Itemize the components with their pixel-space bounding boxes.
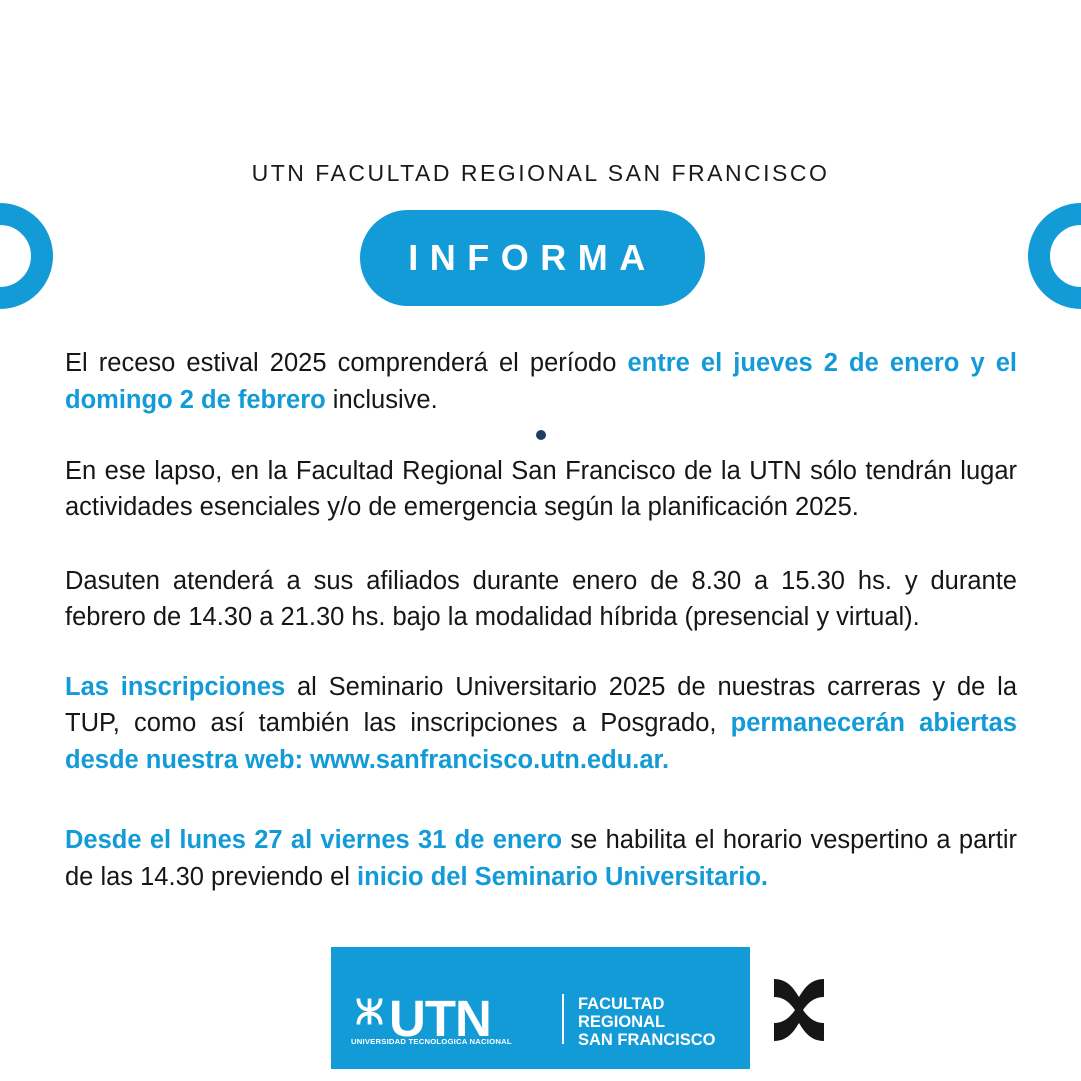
svg-text:REGIONAL: REGIONAL <box>578 1013 665 1031</box>
svg-text:UNIVERSIDAD TECNOLOGICA NACION: UNIVERSIDAD TECNOLOGICA NACIONAL <box>351 1037 512 1046</box>
svg-text:SAN FRANCISCO: SAN FRANCISCO <box>578 1031 716 1049</box>
svg-text:FACULTAD: FACULTAD <box>578 995 665 1013</box>
